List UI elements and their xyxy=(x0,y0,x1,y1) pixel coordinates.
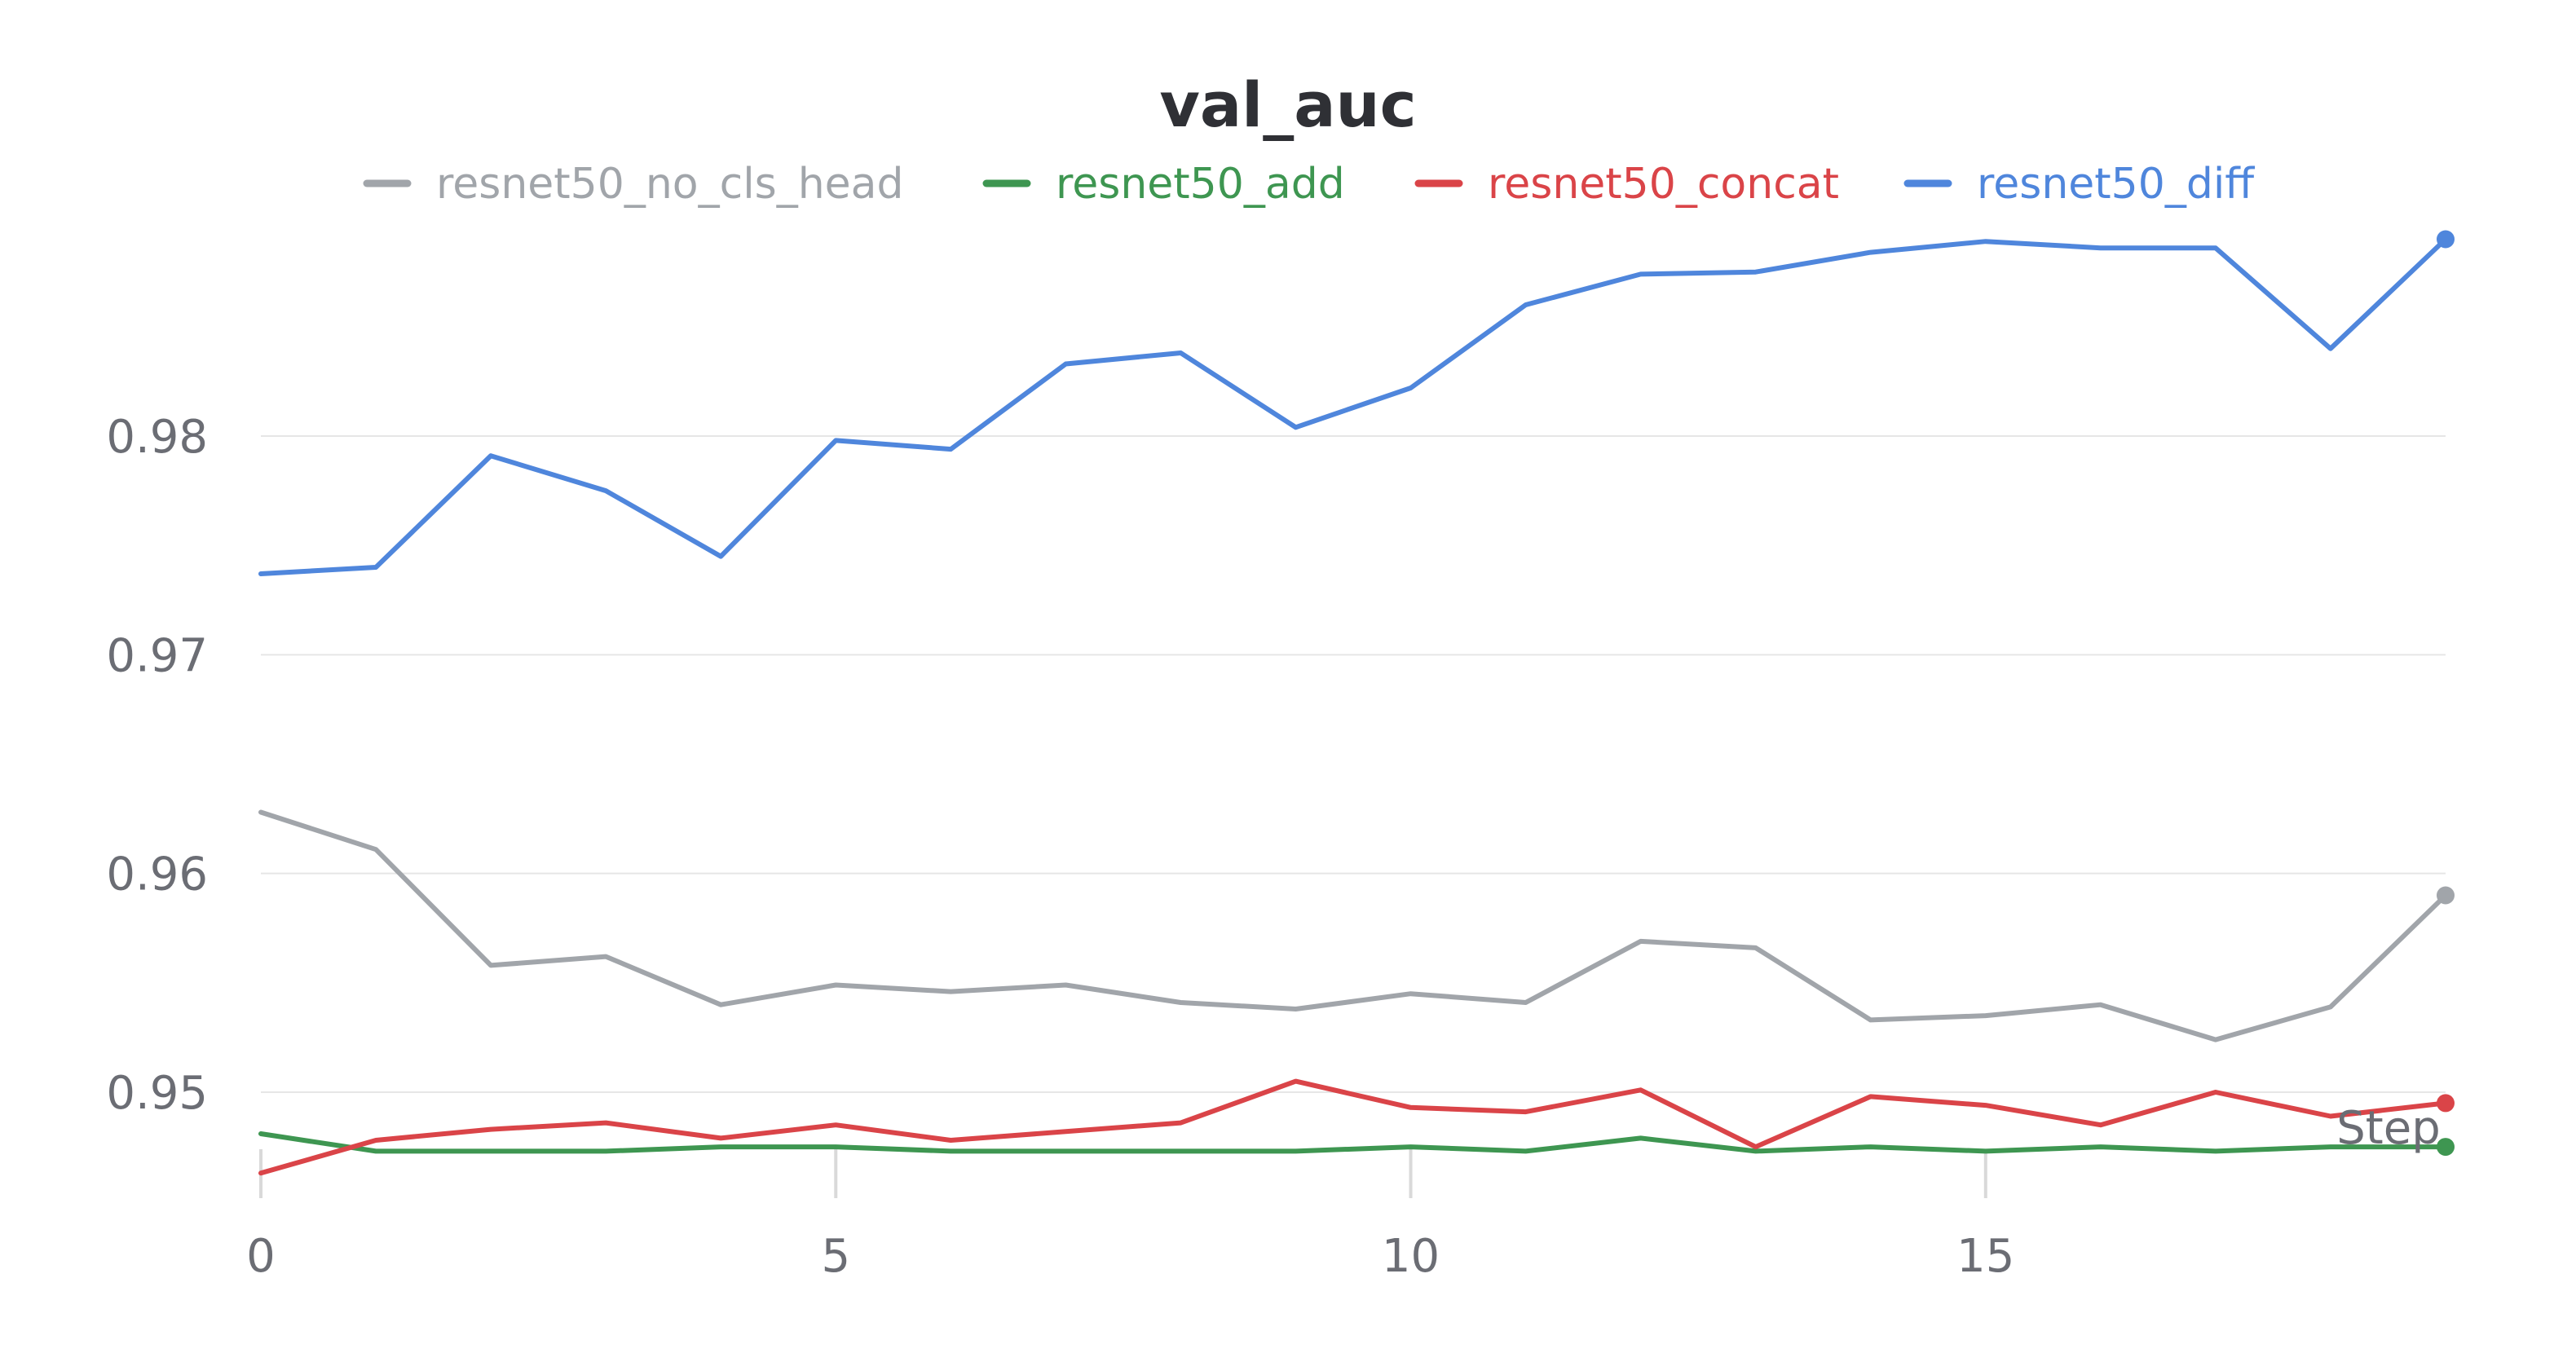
series-end-point-resnet50_no_cls_head[interactable] xyxy=(2437,886,2455,905)
series-line-resnet50_no_cls_head[interactable] xyxy=(258,809,2448,1042)
y-tick-label: 0.96 xyxy=(106,848,208,901)
legend-label: resnet50_no_cls_head xyxy=(436,160,904,209)
legend-item-resnet50_diff[interactable]: resnet50_diff xyxy=(1903,160,2255,209)
legend-item-resnet50_add[interactable]: resnet50_add xyxy=(982,160,1345,209)
grid xyxy=(261,435,2446,1093)
x-tick-label: 15 xyxy=(1956,1230,2014,1283)
y-tick-label: 0.98 xyxy=(106,411,208,464)
x-axis: 0 5 10 15 xyxy=(246,1149,2014,1283)
series-end-point-resnet50_diff[interactable] xyxy=(2437,230,2455,249)
x-tick-label: 10 xyxy=(1382,1230,1440,1283)
series-line-resnet50_add[interactable] xyxy=(258,1131,2448,1154)
x-tick-label: 5 xyxy=(821,1230,850,1283)
x-tick-label: 0 xyxy=(246,1230,276,1283)
series-line-resnet50_diff[interactable] xyxy=(258,236,2448,576)
y-axis: 0.95 0.96 0.97 0.98 xyxy=(106,411,208,1120)
legend-label: resnet50_concat xyxy=(1488,160,1839,209)
series-end-point-resnet50_add[interactable] xyxy=(2437,1138,2455,1157)
y-tick-label: 0.95 xyxy=(106,1067,208,1120)
legend-item-resnet50_no_cls_head[interactable]: resnet50_no_cls_head xyxy=(363,160,904,209)
legend-item-resnet50_concat[interactable]: resnet50_concat xyxy=(1414,160,1839,209)
legend-label: resnet50_diff xyxy=(1977,160,2255,209)
series-end-point-resnet50_concat[interactable] xyxy=(2437,1094,2455,1113)
x-axis-title: Step xyxy=(2336,1102,2441,1155)
chart-title: val_auc xyxy=(1159,68,1416,141)
legend-label: resnet50_add xyxy=(1056,160,1345,209)
series-lines xyxy=(258,230,2455,1176)
legend[interactable]: resnet50_no_cls_head resnet50_add resnet50… xyxy=(363,160,2255,209)
series-line-resnet50_concat[interactable] xyxy=(258,1078,2448,1176)
y-tick-label: 0.97 xyxy=(106,629,208,682)
